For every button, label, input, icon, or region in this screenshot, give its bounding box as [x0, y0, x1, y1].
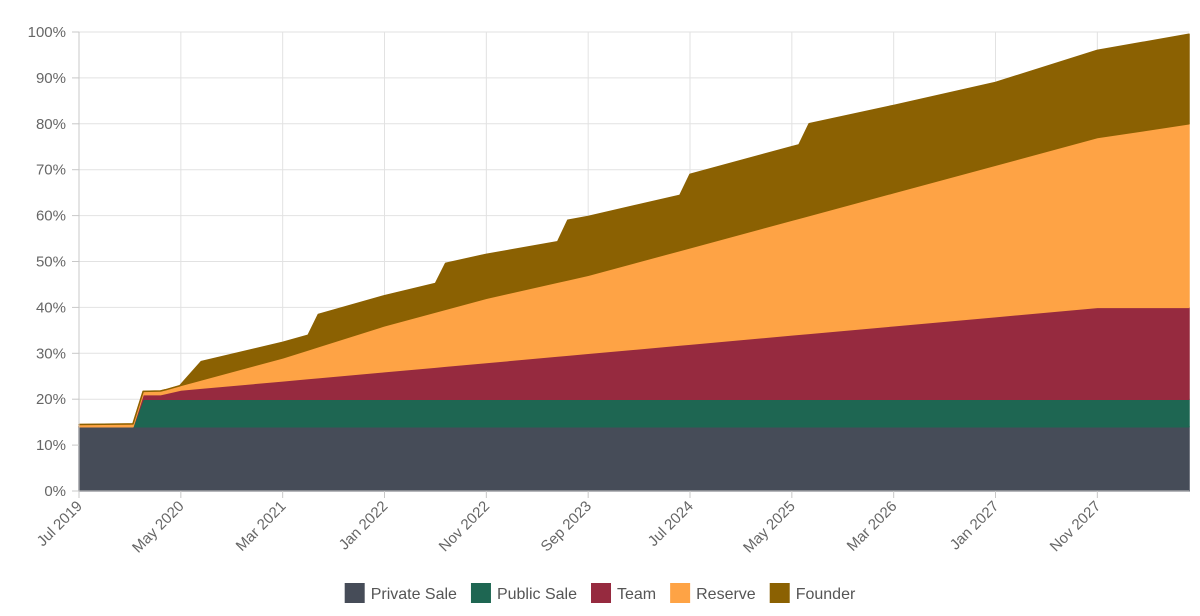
x-tick-label: Nov 2027: [1047, 498, 1104, 555]
legend-label: Team: [617, 586, 656, 603]
y-tick-label: 60%: [36, 208, 66, 225]
legend-item-reserve[interactable]: Reserve: [670, 583, 756, 603]
x-tick-label: Jan 2027: [947, 498, 1003, 554]
legend-item-public-sale[interactable]: Public Sale: [470, 583, 577, 603]
x-tick-label: Nov 2022: [436, 498, 493, 555]
x-tick-label: Jul 2019: [34, 498, 86, 550]
area-public-sale: [78, 398, 1190, 428]
x-tick-label: Mar 2021: [233, 498, 290, 555]
legend-label: Founder: [796, 586, 856, 603]
y-tick-label: 0%: [44, 483, 66, 500]
y-tick-label: 70%: [36, 162, 66, 179]
legend-item-private-sale[interactable]: Private Sale: [344, 583, 457, 603]
area-private-sale: [78, 425, 1190, 492]
legend: Private Sale Public Sale Team Reserve Founde…: [344, 583, 856, 603]
x-tick-label: Jan 2022: [336, 498, 392, 554]
y-tick-label: 80%: [36, 116, 66, 133]
area-founder: [78, 33, 1190, 426]
x-tick-label: Mar 2026: [844, 498, 901, 555]
y-tick-label: 20%: [36, 391, 66, 408]
legend-swatch: [470, 583, 491, 603]
y-tick-label: 10%: [36, 437, 66, 454]
legend-item-team[interactable]: Team: [591, 583, 656, 603]
y-tick-label: 50%: [36, 254, 66, 271]
legend-label: Public Sale: [497, 586, 577, 603]
y-tick-label: 30%: [36, 345, 66, 362]
y-tick-label: 40%: [36, 299, 66, 316]
area-series: [78, 33, 1190, 492]
legend-swatch: [344, 583, 365, 603]
x-tick-label: Jul 2024: [645, 498, 697, 550]
legend-label: Reserve: [696, 586, 756, 603]
y-tick-label: 90%: [36, 70, 66, 87]
legend-swatch: [670, 583, 691, 603]
legend-swatch: [591, 583, 612, 603]
x-tick-label: Sep 2023: [538, 498, 595, 555]
legend-swatch: [769, 583, 790, 603]
legend-label: Private Sale: [371, 586, 457, 603]
x-tick-label: May 2025: [740, 498, 799, 557]
x-tick-label: May 2020: [129, 498, 188, 557]
legend-item-founder[interactable]: Founder: [769, 583, 856, 603]
y-tick-label: 100%: [28, 24, 66, 41]
